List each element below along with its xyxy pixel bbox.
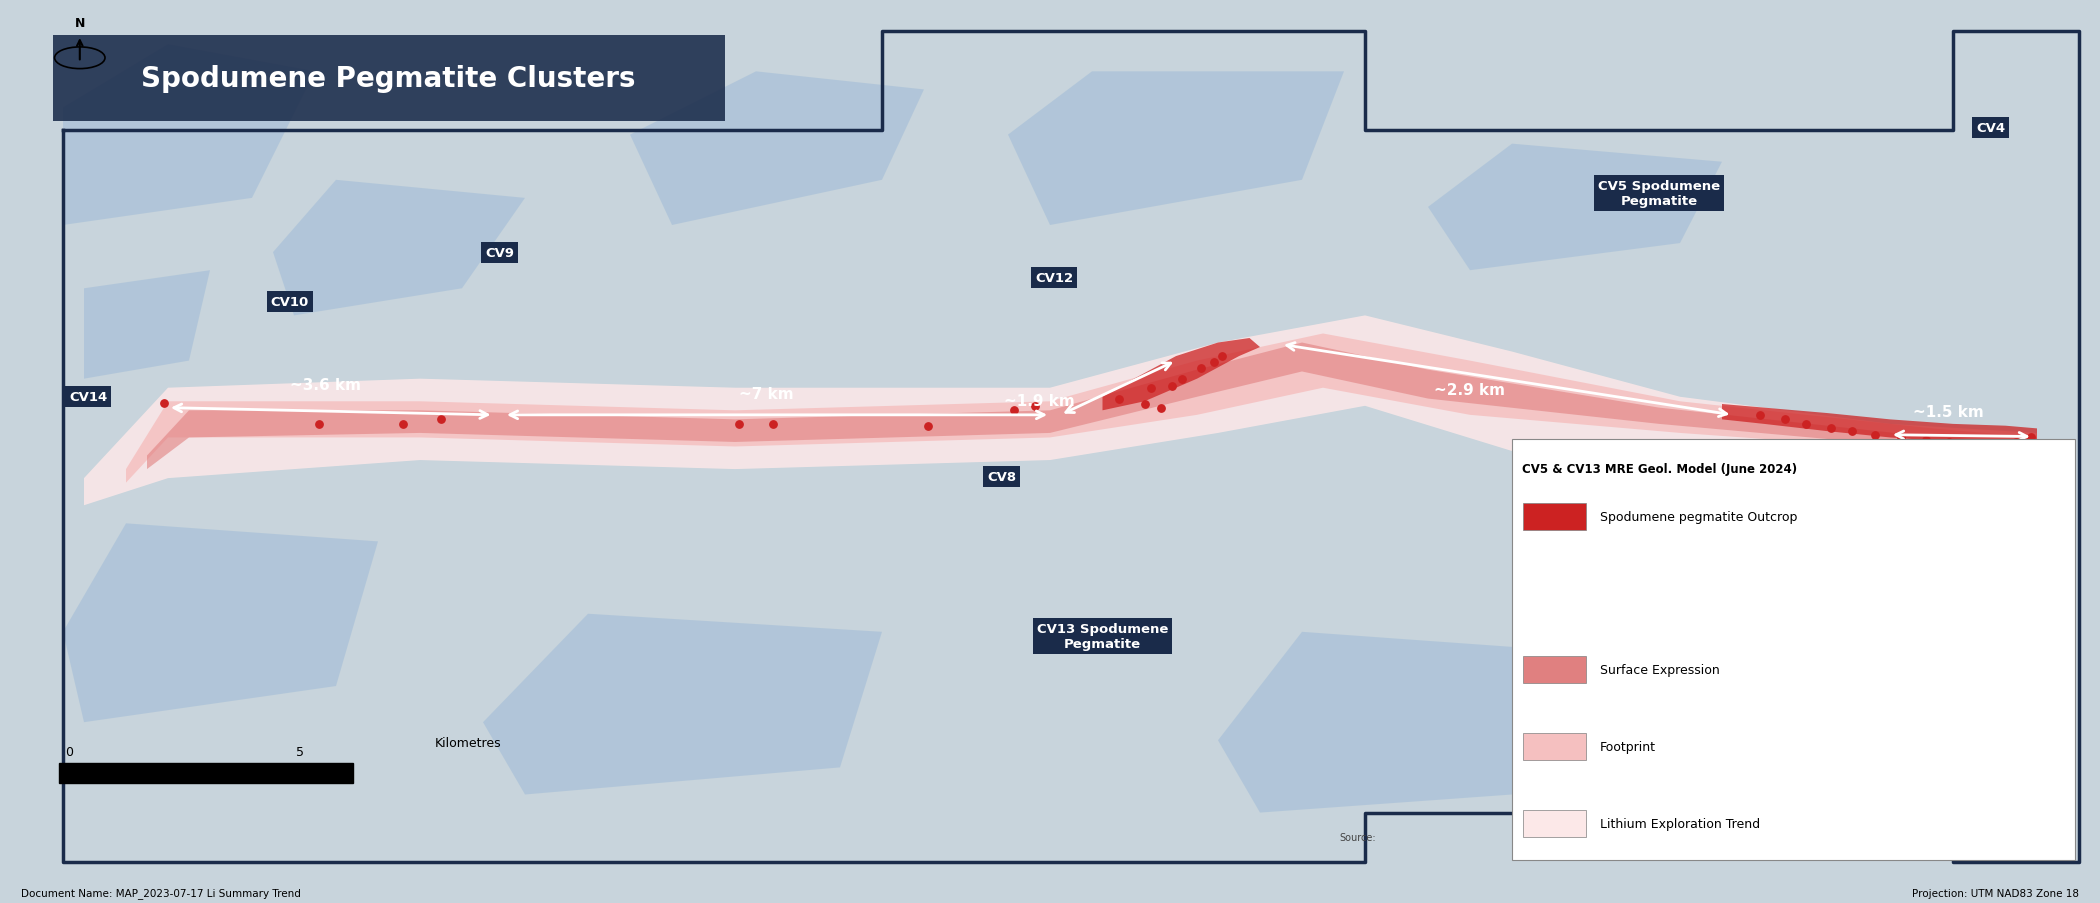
Point xyxy=(1128,397,1161,412)
Point xyxy=(1166,372,1199,386)
Text: Lithium Exploration Trend: Lithium Exploration Trend xyxy=(1600,817,1760,830)
Point xyxy=(1909,433,1943,448)
Point xyxy=(1835,424,1869,439)
Point xyxy=(1978,437,2012,452)
Text: CV9: CV9 xyxy=(485,247,514,259)
Point xyxy=(1197,356,1231,370)
Point xyxy=(756,417,790,432)
FancyBboxPatch shape xyxy=(52,36,724,122)
Text: CV10: CV10 xyxy=(271,296,309,309)
Polygon shape xyxy=(1722,405,2037,444)
Point xyxy=(1814,422,1848,436)
Polygon shape xyxy=(483,614,882,795)
Text: Surface Expression: Surface Expression xyxy=(1600,664,1720,676)
Polygon shape xyxy=(126,334,2037,483)
Point xyxy=(1957,437,1991,452)
Text: 5: 5 xyxy=(296,746,304,759)
Polygon shape xyxy=(147,343,2037,470)
Point xyxy=(1884,431,1917,445)
Point xyxy=(1205,349,1239,364)
Point xyxy=(1134,381,1168,396)
Polygon shape xyxy=(630,72,924,226)
Polygon shape xyxy=(63,45,315,226)
Polygon shape xyxy=(273,181,525,316)
Point xyxy=(1858,428,1892,442)
Point xyxy=(1155,379,1189,394)
Polygon shape xyxy=(1008,72,1344,226)
Point xyxy=(1184,361,1218,376)
Bar xyxy=(59,763,353,783)
Point xyxy=(386,417,420,432)
Polygon shape xyxy=(1218,632,1554,813)
Point xyxy=(1102,392,1136,406)
Bar xyxy=(1522,503,1586,530)
Bar xyxy=(1522,810,1586,837)
Text: CV5 & CV13 MRE Geol. Model (June 2024): CV5 & CV13 MRE Geol. Model (June 2024) xyxy=(1522,462,1798,475)
Text: CV12: CV12 xyxy=(1035,272,1073,284)
Point xyxy=(1018,399,1052,414)
Bar xyxy=(1522,733,1586,760)
Text: Spodumene pegmatite Outcrop: Spodumene pegmatite Outcrop xyxy=(1600,510,1798,523)
Text: ~1.9 km: ~1.9 km xyxy=(1004,393,1075,408)
Text: ~2.9 km: ~2.9 km xyxy=(1434,382,1506,397)
Point xyxy=(147,396,181,411)
Point xyxy=(722,417,756,432)
Polygon shape xyxy=(84,271,210,379)
Point xyxy=(1932,435,1966,450)
Polygon shape xyxy=(1102,339,1260,411)
Text: Document Name: MAP_2023-07-17 Li Summary Trend: Document Name: MAP_2023-07-17 Li Summary… xyxy=(21,888,300,898)
Polygon shape xyxy=(1680,614,1974,795)
Bar xyxy=(1512,440,2075,860)
Text: N: N xyxy=(76,17,84,30)
Bar xyxy=(1522,656,1586,684)
Text: ~3.6 km: ~3.6 km xyxy=(290,377,361,393)
Polygon shape xyxy=(1428,144,1722,271)
Text: Source:: Source: xyxy=(1340,832,1376,842)
Text: CV8: CV8 xyxy=(987,470,1016,483)
Point xyxy=(2014,431,2048,445)
Text: Footprint: Footprint xyxy=(1600,740,1657,753)
Text: ~1.5 km: ~1.5 km xyxy=(1913,405,1984,420)
Polygon shape xyxy=(63,524,378,722)
Text: Projection: UTM NAD83 Zone 18: Projection: UTM NAD83 Zone 18 xyxy=(1911,889,2079,898)
Text: ~7 km: ~7 km xyxy=(739,386,794,402)
Polygon shape xyxy=(84,316,2037,506)
Text: CV14: CV14 xyxy=(69,391,107,404)
Text: CV4: CV4 xyxy=(1976,122,2006,135)
Point xyxy=(302,417,336,432)
Point xyxy=(1789,417,1823,432)
Point xyxy=(1743,408,1777,423)
Text: CV5 Spodumene
Pegmatite: CV5 Spodumene Pegmatite xyxy=(1598,181,1720,208)
Point xyxy=(1768,413,1802,427)
Text: Spodumene Pegmatite Clusters: Spodumene Pegmatite Clusters xyxy=(141,65,636,92)
Point xyxy=(1999,435,2033,450)
Point xyxy=(911,419,945,433)
Point xyxy=(424,413,458,427)
Text: CV13 Spodumene
Pegmatite: CV13 Spodumene Pegmatite xyxy=(1037,623,1168,650)
Text: 0: 0 xyxy=(65,746,74,759)
Text: PATRIOT BATTERY METALS: PATRIOT BATTERY METALS xyxy=(1806,518,1953,529)
Point xyxy=(998,404,1031,418)
Point xyxy=(1144,401,1178,415)
Text: Kilometres: Kilometres xyxy=(435,737,502,749)
